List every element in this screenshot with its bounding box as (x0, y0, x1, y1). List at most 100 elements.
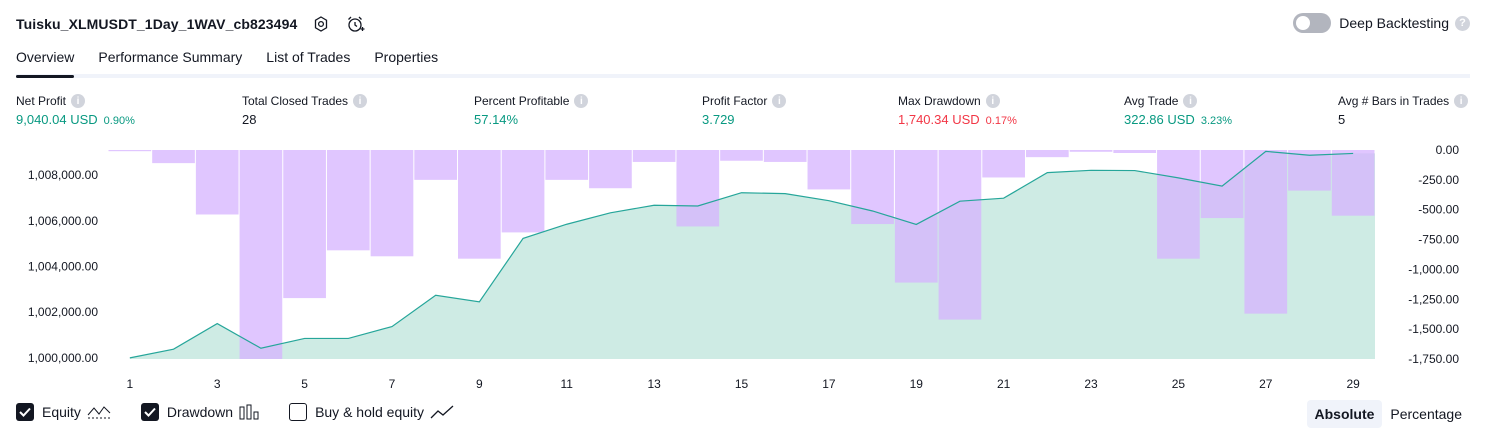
tab-properties[interactable]: Properties (374, 49, 439, 65)
metric-label: Max Drawdown (898, 94, 981, 108)
right-axis-tick-label: -500.00 (1418, 203, 1459, 217)
drawdown-bar (326, 150, 370, 251)
help-icon[interactable]: ? (1455, 15, 1470, 31)
info-icon[interactable]: i (353, 94, 368, 108)
metric-label: Percent Profitable (474, 94, 570, 108)
legend-drawdown[interactable]: Drawdown (140, 403, 259, 421)
x-axis-tick-label: 13 (647, 377, 661, 391)
x-axis-tick-label: 21 (997, 377, 1011, 391)
drawdown-bar (807, 150, 851, 190)
legend-label: Drawdown (166, 404, 234, 420)
x-axis-tick-label: 1 (127, 377, 134, 391)
drawdown-bar (501, 150, 545, 233)
x-axis-tick-label: 5 (301, 377, 308, 391)
deep-backtesting-label: Deep Backtesting (1339, 15, 1449, 31)
drawdown-bar (1200, 150, 1244, 219)
value-mode-switch: Absolute Percentage (1306, 400, 1471, 428)
left-axis-tick-label: 1,002,000.00 (28, 305, 98, 319)
x-axis-tick-label: 7 (389, 377, 396, 391)
drawdown-bar (1069, 150, 1113, 152)
drawdown-bar (545, 150, 589, 180)
info-icon[interactable]: i (1183, 94, 1198, 108)
alarm-clock-plus-icon[interactable] (345, 14, 365, 34)
drawdown-bar (1244, 150, 1288, 314)
tab-overview[interactable]: Overview (16, 44, 75, 78)
x-axis-tick-label: 23 (1084, 377, 1098, 391)
metric-max-drawdown: Max Drawdown i 1,740.34 USD 0.17% (898, 93, 1017, 127)
drawdown-bar (720, 150, 763, 161)
legend-label: Equity (42, 404, 81, 420)
metric-label: Total Closed Trades (242, 94, 349, 108)
drawdown-bar (239, 150, 283, 359)
metric-percent: 0.17% (985, 115, 1017, 127)
metric-value: 5 (1338, 112, 1346, 127)
deep-backtesting-toggle[interactable] (1293, 13, 1332, 33)
drawdown-bar (589, 150, 632, 189)
drawdown-bar (938, 150, 982, 320)
x-axis-tick-label: 27 (1259, 377, 1273, 391)
drawdown-bar (108, 150, 152, 152)
drawdown-bar (851, 150, 894, 225)
tab-list-of-trades[interactable]: List of Trades (266, 49, 351, 65)
equity-line-icon (87, 403, 111, 421)
metric-label: Avg Trade (1124, 94, 1179, 108)
left-axis: 1,000,000.00 1,002,000.00 1,004,000.00 1,00… (28, 168, 98, 365)
report-header: Tuisku_XLMUSDT_1Day_1WAV_cb823494 (16, 12, 365, 36)
info-icon[interactable]: i (985, 94, 1000, 108)
legend-equity[interactable]: Equity (16, 403, 111, 421)
metric-label: Net Profit (16, 94, 67, 108)
equity-line (129, 150, 1354, 359)
drawdown-bar (1113, 150, 1157, 153)
x-axis-tick-label: 25 (1172, 377, 1186, 391)
right-axis-tick-label: -750.00 (1418, 233, 1459, 247)
left-axis-tick-label: 1,006,000.00 (28, 214, 98, 228)
drawdown-bar (763, 150, 807, 162)
right-axis-tick-label: -1,750.00 (1408, 352, 1459, 366)
metric-value: 9,040.04 USD (16, 112, 98, 127)
checkbox-checked-icon[interactable] (140, 403, 159, 421)
left-axis-tick-label: 1,008,000.00 (28, 168, 98, 182)
drawdown-bar (370, 150, 414, 257)
metric-net-profit: Net Profit i 9,040.04 USD 0.90% (16, 93, 135, 127)
right-axis-tick-label: -250.00 (1418, 173, 1459, 187)
metric-percent: 3.23% (1200, 115, 1233, 127)
metric-avg-trade: Avg Trade i 322.86 USD 3.23% (1124, 93, 1232, 127)
metric-value: 57.14% (474, 112, 519, 127)
info-icon[interactable]: i (772, 94, 787, 108)
drawdown-bar (1157, 150, 1200, 259)
metric-percent-profitable: Percent Profitable i 57.14% (474, 93, 589, 127)
x-axis-tick-label: 19 (910, 377, 924, 391)
drawdown-bar (676, 150, 720, 227)
gear-icon[interactable] (311, 14, 331, 34)
info-icon[interactable]: i (574, 94, 589, 108)
absolute-button[interactable]: Absolute (1306, 400, 1383, 428)
checkbox-unchecked-icon[interactable] (289, 403, 308, 421)
drawdown-bar (1288, 150, 1331, 191)
x-axis-tick-label: 15 (735, 377, 749, 391)
legend-buy-hold[interactable]: Buy & hold equity (289, 403, 454, 421)
legend-label: Buy & hold equity (315, 404, 425, 420)
drawdown-bar (414, 150, 458, 180)
info-icon[interactable]: i (71, 94, 86, 108)
checkbox-checked-icon[interactable] (16, 403, 34, 421)
x-axis: 1 3 5 7 9 11 13 15 17 19 21 23 25 27 29 (127, 377, 1361, 391)
drawdown-bar (283, 150, 326, 299)
bars-icon (239, 404, 259, 420)
left-axis-tick-label: 1,004,000.00 (28, 259, 98, 273)
drawdown-bar (195, 150, 239, 215)
metric-percent: 0.90% (103, 115, 135, 127)
metric-avg-bars: Avg # Bars in Trades i 5 (1338, 93, 1469, 127)
x-axis-tick-label: 3 (214, 377, 221, 391)
metric-value: 1,740.34 USD (898, 112, 980, 127)
equity-drawdown-chart[interactable]: 1,000,000.00 1,002,000.00 1,004,000.00 1,00… (0, 140, 1486, 400)
x-axis-tick-label: 9 (476, 377, 483, 391)
drawdown-bar (632, 150, 676, 162)
tab-bar: Overview Performance Summary List of Tra… (16, 44, 1470, 78)
equity-series (129, 150, 1354, 359)
info-icon[interactable]: i (1454, 94, 1469, 108)
right-axis-tick-label: -1,000.00 (1408, 262, 1459, 276)
strategy-title: Tuisku_XLMUSDT_1Day_1WAV_cb823494 (16, 16, 298, 32)
metric-profit-factor: Profit Factor i 3.729 (702, 93, 787, 127)
tab-performance-summary[interactable]: Performance Summary (98, 49, 243, 65)
percentage-button[interactable]: Percentage (1390, 406, 1462, 422)
